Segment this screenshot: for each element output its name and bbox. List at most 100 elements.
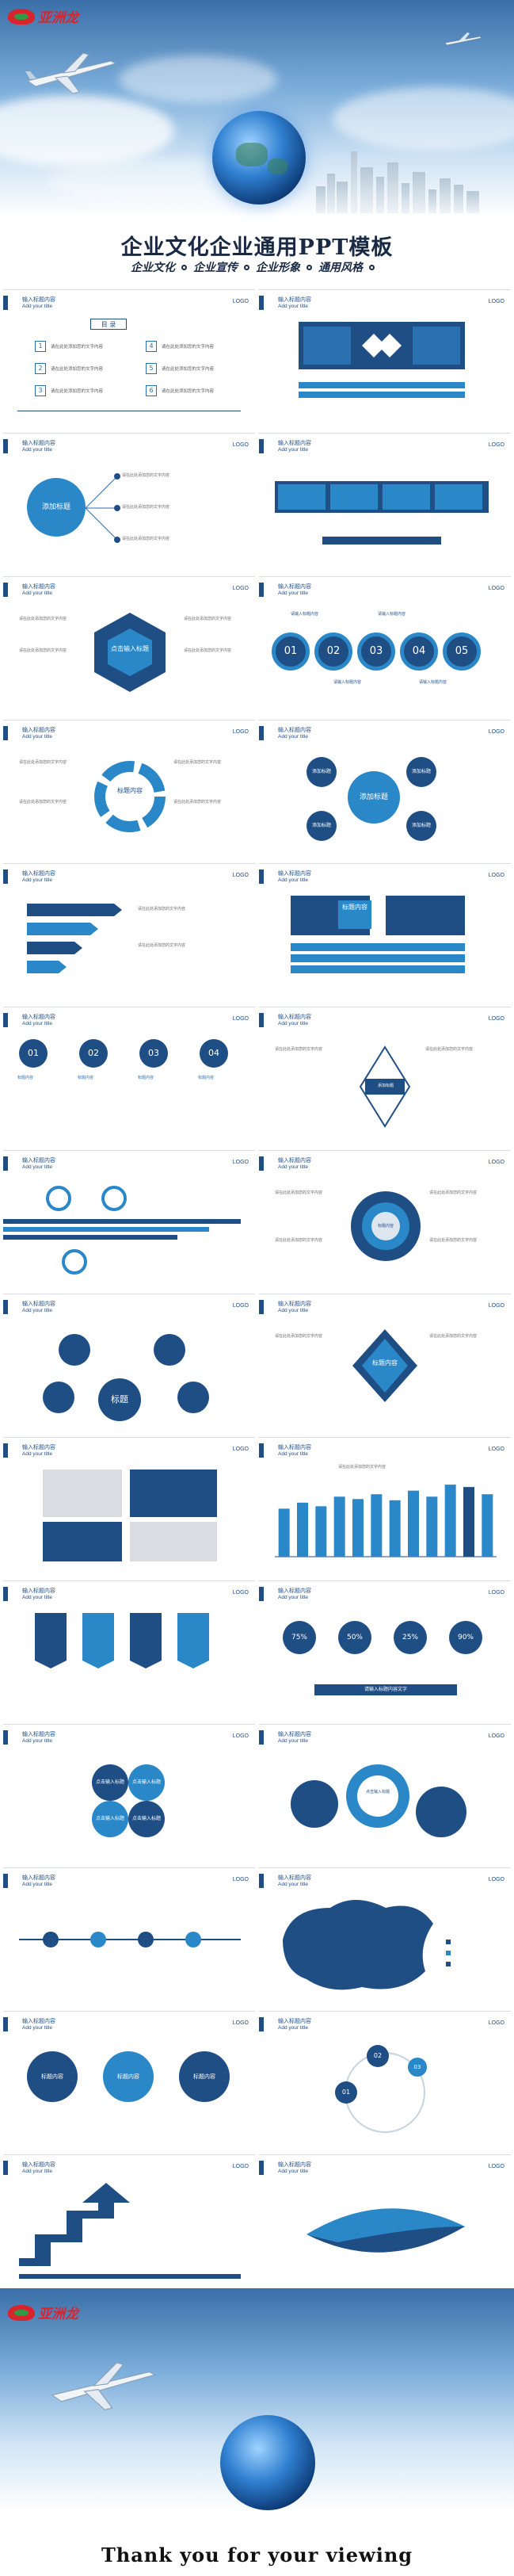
- slide-network[interactable]: 输入标题内容 Add your title LOGO 标题: [3, 1294, 255, 1431]
- hex-center-label[interactable]: 点击输入标题: [111, 645, 149, 652]
- ring-center-label: 标题内容: [117, 787, 143, 794]
- slide-orbits[interactable]: 输入标题内容 Add your title LOGO 01 02 03: [259, 2011, 511, 2149]
- slide-text-boxes[interactable]: 输入标题内容 Add your title LOGO: [3, 1437, 255, 1575]
- percent-circle: 25%: [394, 1621, 427, 1654]
- slide-title: 输入标题内容: [22, 296, 55, 303]
- bubble-main[interactable]: 添加标题: [348, 771, 400, 824]
- subtitle-item: 企业形象: [256, 262, 300, 274]
- swoosh-diagram: [306, 2208, 465, 2253]
- table-center-label: 标题内容: [338, 900, 371, 929]
- slide-stairs[interactable]: 输入标题内容 Add your title LOGO: [3, 2154, 255, 2292]
- dot-icon: [369, 264, 375, 270]
- bar-chart: [275, 1485, 497, 1557]
- number-circle[interactable]: 01: [272, 633, 310, 671]
- timeline-diagram: [19, 1932, 241, 1947]
- dot-icon: [181, 264, 187, 270]
- logo-text: 亚洲龙: [38, 10, 78, 26]
- cover-subtitle: 企业文化 企业宣传 企业形象 通用风格: [131, 259, 375, 275]
- slide-numbered-circles[interactable]: 输入标题内容 Add your title LOGO 01 02 03 04 05 …: [259, 576, 511, 714]
- slide-flow[interactable]: 输入标题内容 Add your title LOGO 01 02 03 04 标题内…: [3, 1007, 255, 1145]
- slide-process[interactable]: 输入标题内容 Add your title LOGO: [259, 289, 511, 427]
- diamond-label-shape: [352, 1329, 417, 1402]
- slide-icon-tabs[interactable]: 输入标题内容 Add your title LOGO: [3, 1580, 255, 1718]
- number-circle[interactable]: 04: [400, 633, 438, 671]
- number-circle[interactable]: 05: [443, 633, 481, 671]
- end-logo: 亚洲龙: [8, 2303, 78, 2322]
- bubble[interactable]: 添加标题: [406, 811, 436, 841]
- network-center[interactable]: 标题: [98, 1378, 141, 1421]
- bubble[interactable]: 添加标题: [406, 757, 436, 787]
- small-airplane-icon: [444, 32, 482, 46]
- subtitle-item: 企业宣传: [193, 262, 238, 274]
- arrow-list: [27, 904, 122, 973]
- lines-diagram: [3, 1186, 241, 1275]
- slide-big-circles[interactable]: 输入标题内容 Add your title LOGO 标题内容 标题内容 标题内容: [3, 2011, 255, 2149]
- dot-icon: [244, 264, 249, 270]
- airplane-icon: [25, 52, 117, 94]
- slide-add-title[interactable]: 输入标题内容 Add your title LOGO 添加标题 请在此处添加您的文字…: [3, 433, 255, 571]
- percent-circle: 90%: [449, 1621, 482, 1654]
- slide-table[interactable]: 输入标题内容 Add your title LOGO 标题内容: [259, 863, 511, 1001]
- slide-circles[interactable]: 输入标题内容 Add your title LOGO 点击输入标题 点击输入标题 点…: [3, 1724, 255, 1862]
- map-shape: [283, 1900, 451, 1990]
- slide-bar-chart[interactable]: 输入标题内容 Add your title LOGO 请在此处添加您的文字内容: [259, 1437, 511, 1575]
- chart-bar: [463, 1487, 474, 1557]
- flow-number[interactable]: 02: [79, 1039, 108, 1068]
- number-circle[interactable]: 03: [357, 633, 395, 671]
- slide-header: 输入标题内容 Add your title LOGO: [3, 294, 255, 311]
- slide-swirl[interactable]: 输入标题内容 Add your title LOGO 标题内容 请在此处添加您的文字…: [259, 1150, 511, 1288]
- slide-timeline-lines[interactable]: 输入标题内容 Add your title LOGO: [3, 1150, 255, 1288]
- slide-swoosh[interactable]: 输入标题内容 Add your title LOGO: [259, 2154, 511, 2292]
- slide-steps[interactable]: 输入标题内容 Add your title LOGO: [259, 433, 511, 571]
- chart-bar: [278, 1508, 290, 1557]
- cover-title: 企业文化企业通用PPT模板: [120, 235, 394, 260]
- dragon-icon: [8, 8, 35, 25]
- end-title: Thank you for your viewing: [101, 2544, 413, 2566]
- toc-item[interactable]: 5 请在此处添加您的文字内容: [146, 363, 214, 374]
- slide-hex[interactable]: 输入标题内容 Add your title LOGO 点击输入标题 请在此处添加您的…: [3, 576, 255, 714]
- slide-logo: LOGO: [232, 299, 249, 304]
- toc-item[interactable]: 1 请在此处添加您的文字内容: [35, 341, 103, 352]
- bottom-bar: 请输入标题内容文字: [314, 1684, 457, 1695]
- subtitle-item: 企业文化: [131, 262, 175, 274]
- icon-tabs: [35, 1613, 209, 1668]
- slide-bubbles[interactable]: 输入标题内容 Add your title LOGO 添加标题 添加标题 添加标题 …: [259, 720, 511, 858]
- slide-percentages[interactable]: 输入标题内容 Add your title LOGO 75% 50% 25% 90%…: [259, 1580, 511, 1718]
- toc-item[interactable]: 4 请在此处添加您的文字内容: [146, 341, 214, 352]
- connector-lines: [86, 473, 120, 543]
- toc-item[interactable]: 3 请在此处添加您的文字内容: [35, 385, 103, 396]
- slide-toc[interactable]: 输入标题内容 Add your title LOGO 目 录 1 请在此处添加您的…: [3, 289, 255, 427]
- flow-number[interactable]: 01: [19, 1039, 48, 1068]
- slide-subtitle: Add your title: [22, 304, 52, 309]
- slide-map[interactable]: 输入标题内容 Add your title LOGO: [259, 1867, 511, 2005]
- process-diagram: [299, 322, 465, 398]
- flow-number[interactable]: 03: [139, 1039, 168, 1068]
- chart-bar: [444, 1485, 456, 1557]
- globe-image: [212, 111, 306, 204]
- diamond-diagram: [359, 1045, 411, 1128]
- chart-bar: [408, 1490, 419, 1557]
- chart-bar: [482, 1494, 493, 1557]
- slide-arrows[interactable]: 输入标题内容 Add your title LOGO 请在此处添加您的文字内容 请在…: [3, 863, 255, 1001]
- slide-ring[interactable]: 输入标题内容 Add your title LOGO 标题内容 请在此处添加您的文字…: [3, 720, 255, 858]
- chart-bar: [371, 1494, 383, 1557]
- bubble[interactable]: 添加标题: [306, 757, 337, 787]
- gears-diagram: [291, 1764, 466, 1837]
- flow-number[interactable]: 04: [200, 1039, 228, 1068]
- slide-diamond[interactable]: 输入标题内容 Add your title LOGO 添加标题 请在此处添加您的文字…: [259, 1007, 511, 1145]
- toc-title: 目 录: [90, 319, 127, 330]
- slide-diamond-label[interactable]: 输入标题内容 Add your title LOGO 标题内容 请在此处添加您的文字…: [259, 1294, 511, 1431]
- swirl-diagram: [351, 1191, 421, 1261]
- bubble[interactable]: 添加标题: [306, 811, 337, 841]
- toc-item[interactable]: 6 请在此处添加您的文字内容: [146, 385, 214, 396]
- subtitle-item: 通用风格: [318, 262, 363, 274]
- orbit-diagram: [335, 2045, 427, 2133]
- percent-circle: 50%: [338, 1621, 371, 1654]
- city-skyline: [316, 142, 482, 213]
- add-title-circle[interactable]: 添加标题: [27, 478, 86, 537]
- steps-diagram: [275, 481, 489, 545]
- toc-item[interactable]: 2 请在此处添加您的文字内容: [35, 363, 103, 374]
- slide-gears[interactable]: 输入标题内容 Add your title LOGO 点击输入标题: [259, 1724, 511, 1862]
- slide-timeline[interactable]: 输入标题内容 Add your title LOGO: [3, 1867, 255, 2005]
- number-circle[interactable]: 02: [314, 633, 352, 671]
